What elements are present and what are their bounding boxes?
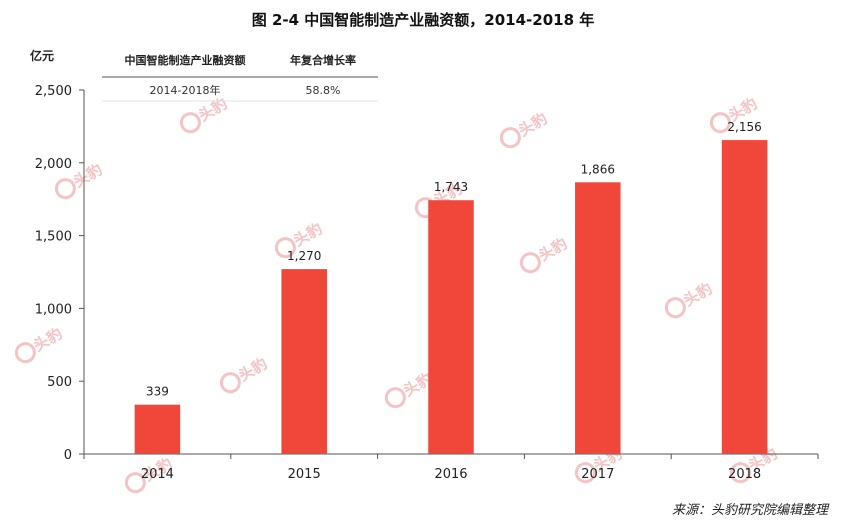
y-tick-label: 500 (47, 375, 72, 390)
bar-2014 (134, 404, 181, 454)
x-tick-label-2015: 2015 (288, 467, 321, 482)
watermark-logo: 头豹 (14, 324, 65, 364)
watermark-text: 头豹 (290, 219, 325, 250)
bar-2017 (575, 182, 621, 454)
x-tick-label-2018: 2018 (728, 467, 761, 482)
y-tick-label: 1,000 (35, 302, 72, 317)
watermark-logo: 头豹 (499, 109, 550, 149)
x-tick-label-2017: 2017 (581, 467, 614, 482)
chart-title: 图 2-4 中国智能制造产业融资额，2014-2018 年 (252, 11, 595, 29)
watermark-logo: 头豹 (179, 94, 230, 134)
watermark-logo: 头豹 (519, 234, 570, 274)
table-header-cagr: 年复合增长率 (290, 53, 356, 67)
watermark-text: 头豹 (235, 354, 270, 385)
data-label-2015: 1,270 (287, 249, 321, 263)
y-tick-label: 2,000 (35, 157, 72, 172)
table-cell-cagr-value: 58.8% (306, 84, 341, 97)
y-tick-label: 0 (64, 448, 72, 463)
x-axis: 2014 2015 2016 2017 2018 (83, 453, 819, 482)
data-label-2016: 1,743 (434, 180, 468, 194)
y-tick-label: 2,500 (35, 84, 72, 99)
watermark-text: 头豹 (535, 234, 570, 265)
inset-table: 中国智能制造产业融资额 年复合增长率 2014-2018年 58.8% (102, 53, 378, 102)
y-axis-unit-label: 亿元 (30, 48, 54, 63)
watermark-logo: 头豹 (384, 369, 435, 409)
source-note: 来源：头豹研究院编辑整理 (672, 502, 830, 518)
watermark-text: 头豹 (680, 279, 715, 310)
bar-2016 (428, 200, 474, 454)
watermark-text: 头豹 (70, 160, 105, 191)
watermark-logo: 头豹 (664, 279, 715, 319)
bar-series (134, 140, 768, 454)
y-axis: 0 500 1,000 1,500 2,000 2,500 (35, 84, 85, 463)
data-label-layer: 339 1,270 1,743 1,866 2,156 (146, 120, 762, 399)
x-tick-label-2014: 2014 (141, 467, 174, 482)
x-tick-label-2016: 2016 (434, 467, 467, 482)
data-label-2017: 1,866 (581, 162, 615, 176)
bar-2015 (281, 269, 327, 454)
data-label-2018: 2,156 (727, 120, 761, 134)
watermark-logo: 头豹 (219, 354, 270, 394)
data-label-2014: 339 (146, 385, 169, 399)
table-cell-period: 2014-2018年 (150, 83, 221, 97)
watermark-text: 头豹 (195, 94, 230, 125)
table-header-funding: 中国智能制造产业融资额 (125, 53, 246, 67)
watermark-text: 头豹 (515, 109, 550, 140)
y-tick-label: 1,500 (35, 230, 72, 245)
bar-2018 (721, 140, 768, 454)
watermark-text: 头豹 (30, 324, 65, 355)
